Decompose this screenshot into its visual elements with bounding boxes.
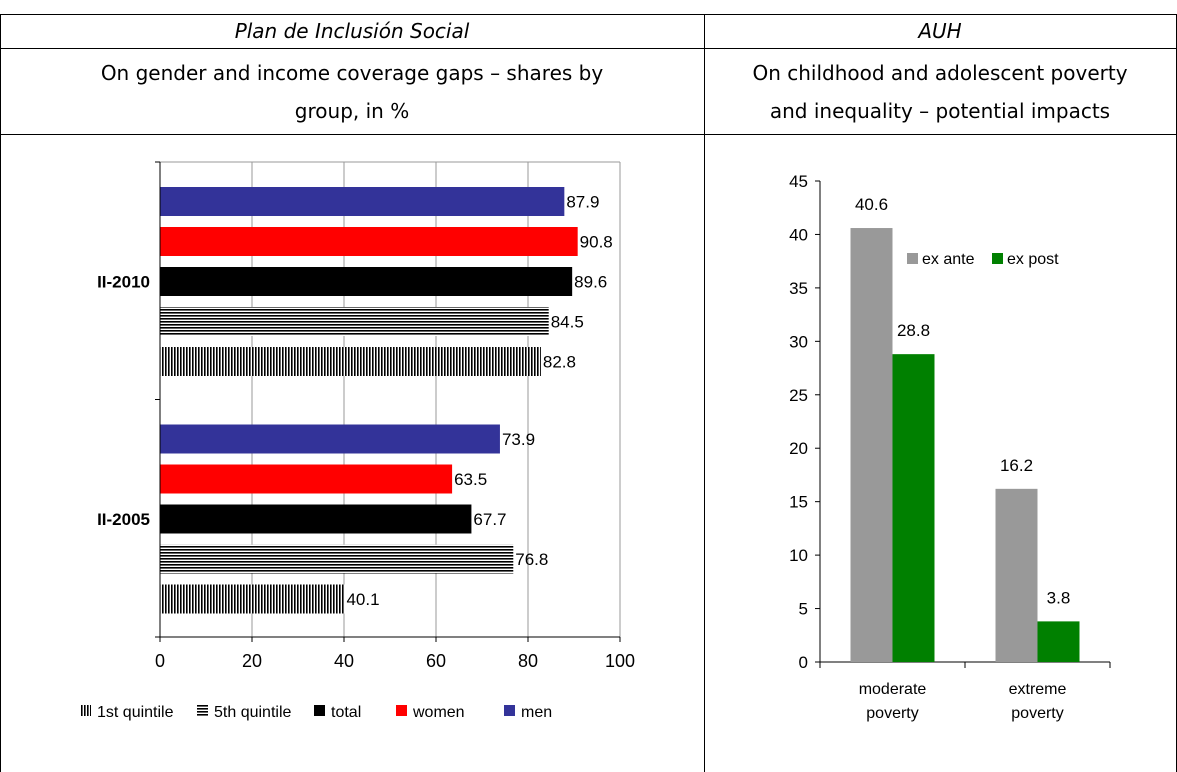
left-subtitle-line2: group, in % (294, 99, 410, 123)
bar-value-label: 73.9 (502, 430, 535, 449)
legend-swatch (197, 705, 208, 716)
table-border-top (0, 14, 1177, 15)
bar-value-label: 16.2 (1000, 456, 1033, 475)
legend-label: ex ante (922, 251, 975, 268)
bar-value-label: 67.7 (473, 510, 506, 529)
bar-total (160, 267, 573, 296)
right-subtitle-line2: and inequality – potential impacts (769, 99, 1111, 123)
legend-swatch (504, 705, 515, 716)
left-column-title: Plan de Inclusión Social (234, 19, 470, 43)
legend-label: women (412, 704, 465, 721)
x-tick-label: 40 (334, 651, 354, 671)
bar-value-label: 28.8 (897, 321, 930, 340)
bar-value-label: 84.5 (551, 313, 584, 332)
bar-value-label: 82.8 (543, 353, 576, 372)
legend-label: men (521, 704, 552, 721)
bar-value-label: 87.9 (566, 193, 599, 212)
coverage-bar-chart: 87.9 90.8 89.6 84.5 82.8 II-2010 73.9 63.5 67.7 7… (80, 161, 635, 721)
bar-total (160, 504, 472, 534)
legend-label: 5th quintile (214, 704, 291, 721)
y-tick-label: 35 (789, 279, 808, 298)
category-label: poverty (866, 705, 918, 722)
bar-ex-ante (850, 228, 893, 662)
bar-value-label: 40.6 (855, 195, 888, 214)
bar-value-label: 40.1 (346, 590, 379, 609)
category-label: poverty (1011, 705, 1063, 722)
category-label: moderate (859, 681, 927, 698)
table-border-left (0, 14, 1, 772)
bar-5th-quintile (160, 307, 549, 336)
y-tick-label: 45 (789, 172, 808, 191)
bar-women (160, 464, 453, 494)
bar-women (160, 227, 578, 256)
table-border-mid (704, 14, 705, 772)
table-border-row1 (0, 48, 1177, 49)
bar-men (160, 187, 565, 216)
right-column-title: AUH (918, 19, 962, 43)
y-tick-label: 30 (789, 332, 808, 351)
y-tick-label: 20 (789, 439, 808, 458)
bar-men (160, 424, 500, 454)
y-tick-label: 40 (789, 225, 808, 244)
right-subtitle-line1: On childhood and adolescent poverty (752, 61, 1128, 85)
legend-label: ex post (1007, 251, 1059, 268)
y-tick-label: 15 (789, 493, 808, 512)
bar-value-label: 76.8 (515, 550, 548, 569)
bar-1st-quintile (160, 347, 541, 376)
bar-value-label: 63.5 (454, 470, 487, 489)
bar-value-label: 3.8 (1047, 588, 1071, 607)
x-tick-label: 0 (155, 651, 165, 671)
bar-1st-quintile (160, 584, 345, 614)
bar-ex-post (892, 354, 935, 662)
left-subtitle-line1: On gender and income coverage gaps – sha… (100, 61, 604, 85)
x-tick-label: 100 (605, 651, 635, 671)
bar-value-label: 90.8 (580, 233, 613, 252)
legend-swatch (314, 705, 325, 716)
x-tick-label: 60 (426, 651, 446, 671)
legend-swatch (396, 705, 407, 716)
legend-swatch (907, 253, 918, 264)
legend-swatch (992, 253, 1003, 264)
x-tick-label: 20 (242, 651, 262, 671)
table-border-row2 (0, 134, 1177, 135)
poverty-bar-chart: 0 5 10 15 20 25 30 35 40 45 40.6 28.8 moderate pover… (789, 172, 1111, 722)
bar-value-label: 89.6 (574, 273, 607, 292)
bar-ex-ante (995, 488, 1038, 662)
bar-ex-post (1037, 621, 1080, 662)
category-label: II-2005 (97, 510, 150, 529)
y-tick-label: 0 (799, 653, 808, 672)
legend-label: 1st quintile (97, 704, 174, 721)
legend-label: total (331, 704, 361, 721)
y-tick-label: 25 (789, 386, 808, 405)
category-label: extreme (1009, 681, 1067, 698)
y-tick-label: 5 (799, 600, 808, 619)
x-tick-label: 80 (518, 651, 538, 671)
legend-swatch (80, 705, 91, 716)
bar-5th-quintile (160, 544, 514, 574)
y-tick-label: 10 (789, 546, 808, 565)
category-label: II-2010 (97, 273, 150, 292)
